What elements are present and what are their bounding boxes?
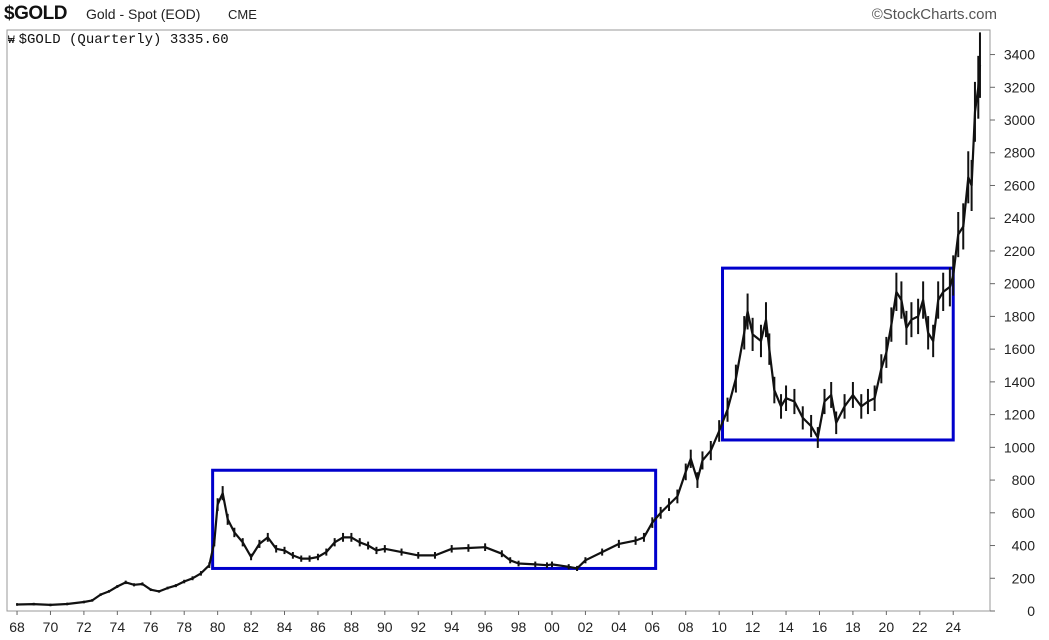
x-tick-label: 82 [243,619,259,635]
y-tick-label: 1800 [1004,308,1035,324]
x-tick-label: 02 [578,619,594,635]
x-tick-label: 76 [143,619,159,635]
x-tick-label: 98 [511,619,527,635]
y-tick-label: 400 [1012,538,1036,554]
x-tick-label: 20 [879,619,895,635]
x-tick-label: 78 [176,619,192,635]
price-line [16,65,982,606]
x-tick-label: 96 [477,619,493,635]
y-tick-label: 1000 [1004,439,1035,455]
series-legend-icon: ₩ [8,35,15,47]
y-tick-label: 1400 [1004,374,1035,390]
x-tick-label: 86 [310,619,326,635]
annotation-layer [211,266,955,570]
y-tick-label: 2400 [1004,210,1035,226]
x-tick-label: 92 [410,619,426,635]
annotation-box-2 [721,266,955,442]
x-tick-label: 04 [611,619,627,635]
y-tick-label: 2200 [1004,243,1035,259]
legend-text: $GOLD (Quarterly) 3335.60 [18,32,229,48]
x-tick-label: 84 [277,619,293,635]
x-tick-label: 16 [812,619,828,635]
x-tick-label: 88 [344,619,360,635]
chart-header: $GOLD Gold - Spot (EOD) CME ©StockCharts… [0,0,1049,30]
x-tick-label: 08 [678,619,694,635]
chart-legend: ₩ $GOLD (Quarterly) 3335.60 [8,32,229,48]
y-tick-label: 200 [1012,570,1036,586]
x-tick-label: 74 [110,619,126,635]
x-tick-label: 80 [210,619,226,635]
y-tick-label: 600 [1012,505,1036,521]
y-tick-label: 2000 [1004,276,1035,292]
x-tick-label: 24 [945,619,961,635]
x-tick-label: 10 [711,619,727,635]
y-axis: 0 200 400 600 800 1000 1200 1400 1600 1800 2000 220… [990,47,1035,619]
y-tick-label: 3400 [1004,47,1035,63]
watermark: ©StockCharts.com [871,6,997,23]
x-tick-label: 18 [845,619,861,635]
x-tick-label: 90 [377,619,393,635]
x-axis: 68 70 72 74 76 78 80 82 84 86 88 90 92 94 96 98 00 02 04 06… [9,611,961,635]
exchange-label: CME [228,7,257,22]
x-tick-label: 72 [76,619,92,635]
y-tick-label: 800 [1012,472,1036,488]
ticker-symbol: $GOLD [4,3,67,24]
y-tick-label: 1200 [1004,407,1035,423]
x-tick-label: 00 [544,619,560,635]
x-tick-label: 68 [9,619,25,635]
x-tick-label: 12 [745,619,761,635]
series-layer [16,32,982,607]
y-tick-label: 0 [1027,603,1035,619]
x-tick-label: 94 [444,619,460,635]
x-tick-label: 14 [778,619,794,635]
y-tick-label: 2600 [1004,177,1035,193]
x-tick-label: 22 [912,619,928,635]
x-tick-label: 06 [645,619,661,635]
x-tick-label: 70 [43,619,59,635]
plot-frame [6,29,991,612]
y-tick-label: 3200 [1004,79,1035,95]
y-tick-label: 1600 [1004,341,1035,357]
y-tick-label: 3000 [1004,112,1035,128]
instrument-description: Gold - Spot (EOD) [86,6,201,22]
y-tick-label: 2800 [1004,145,1035,161]
